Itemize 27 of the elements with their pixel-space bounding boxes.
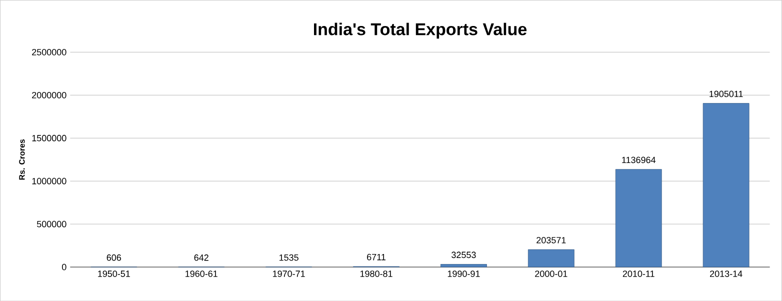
chart-title: India's Total Exports Value <box>314 22 527 39</box>
bar <box>702 103 750 268</box>
data-label: 1905011 <box>710 90 743 98</box>
data-label: 32553 <box>452 252 476 258</box>
x-tick-label: 2013-14 <box>710 270 742 277</box>
y-tick-label: 0 <box>62 264 66 270</box>
y-tick-label: 500000 <box>36 220 66 228</box>
y-tick-label: 1500000 <box>32 134 66 142</box>
data-label: 203571 <box>536 236 566 244</box>
data-label: 642 <box>194 254 208 261</box>
data-label: 1136964 <box>622 156 656 164</box>
x-tick-label: 1960-61 <box>186 270 218 277</box>
y-tick-label: 1000000 <box>32 178 66 184</box>
x-tick-label: 1970-71 <box>272 270 305 277</box>
x-tick-label: 1980-81 <box>360 270 392 277</box>
y-tick-label: 2000000 <box>32 92 66 98</box>
bar <box>440 264 487 268</box>
data-label: 1535 <box>279 254 298 261</box>
y-tick-label: 2500000 <box>32 48 66 56</box>
x-tick-label: 1950-51 <box>98 270 130 277</box>
data-label: 6711 <box>367 254 386 260</box>
x-tick-label: 2000-01 <box>535 270 568 277</box>
x-tick-label: 2010-11 <box>622 270 654 277</box>
bar <box>528 249 574 268</box>
x-tick-label: 1990-91 <box>448 270 480 277</box>
bar <box>615 169 662 268</box>
data-label: 606 <box>106 254 122 261</box>
